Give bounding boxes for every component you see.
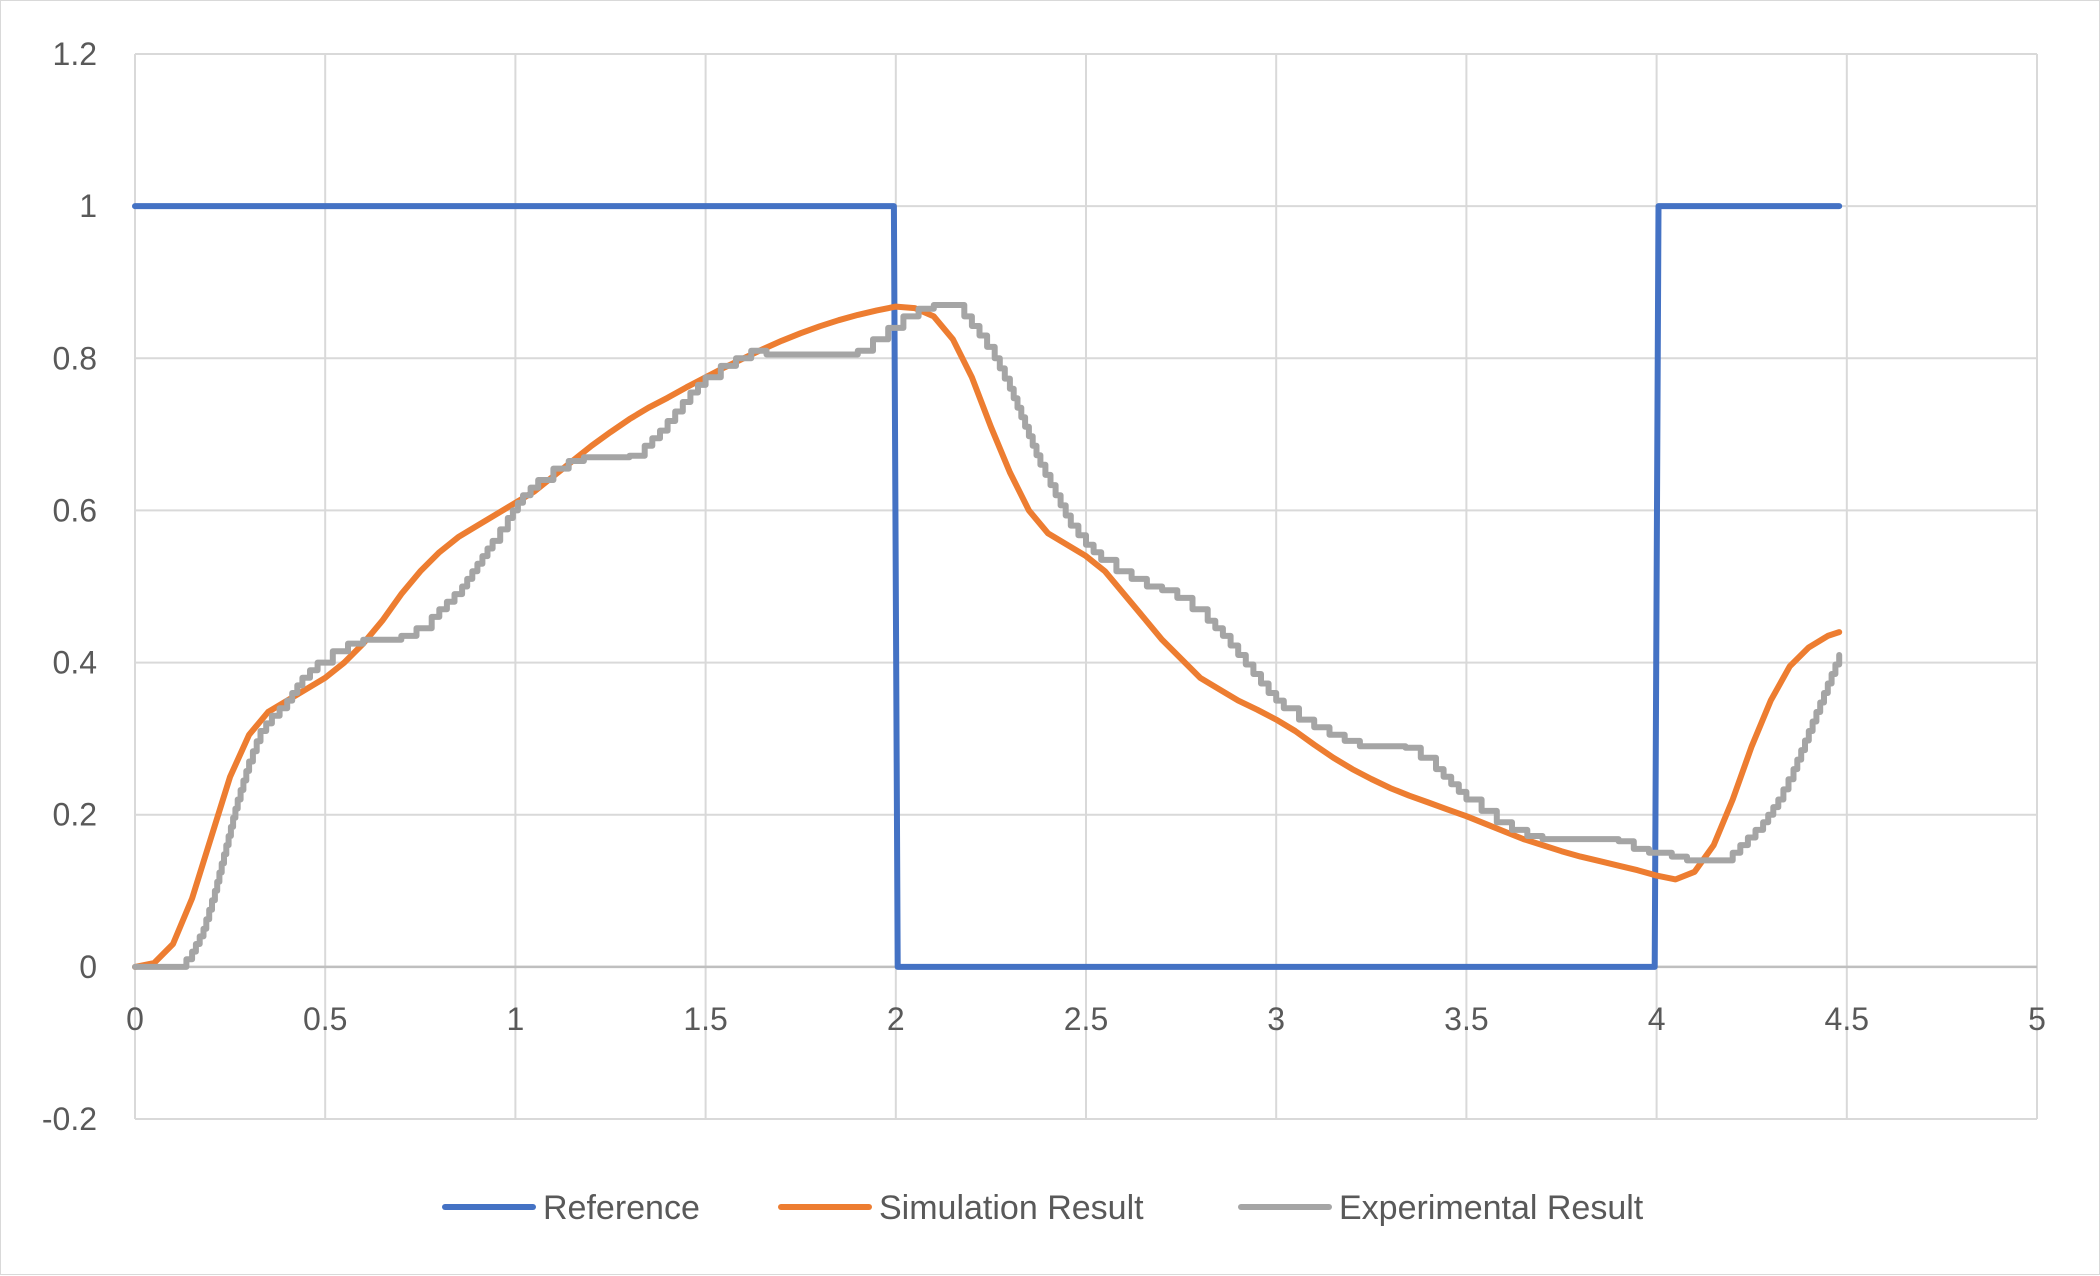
x-tick-label: 1.5	[683, 1001, 727, 1037]
x-tick-label: 0	[126, 1001, 144, 1037]
x-tick-label: 5	[2028, 1001, 2046, 1037]
legend-label-simulation-result: Simulation Result	[879, 1189, 1144, 1227]
x-tick-label: 3.5	[1444, 1001, 1488, 1037]
y-axis-ticks: -0.2 0 0.2 0.4 0.6 0.8 1 1.2	[42, 36, 97, 1137]
x-tick-label: 4.5	[1825, 1001, 1869, 1037]
legend: Reference Simulation Result Experimental R…	[442, 1189, 1644, 1227]
y-tick-label: 0.2	[53, 797, 97, 833]
y-tick-label: 0.8	[53, 340, 97, 376]
x-tick-label: 2	[887, 1001, 905, 1037]
gridlines	[134, 53, 2038, 1120]
x-tick-label: 4	[1648, 1001, 1666, 1037]
x-tick-label: 2.5	[1064, 1001, 1108, 1037]
y-tick-label: 1	[79, 188, 97, 224]
y-tick-label: 0.4	[53, 645, 97, 681]
y-tick-label: 1.2	[53, 36, 97, 72]
series-line-simulation-result	[132, 303, 1843, 970]
series-layer	[132, 203, 1843, 970]
y-tick-label: -0.2	[42, 1101, 97, 1137]
x-tick-label: 3	[1267, 1001, 1285, 1037]
x-axis-ticks: 0 0.5 1 1.5 2 2.5 3 3.5 4 4.5 5	[126, 1001, 2046, 1037]
legend-label-experimental-result: Experimental Result	[1339, 1189, 1644, 1227]
series-line-experimental-result	[132, 302, 1843, 970]
series-line-reference	[132, 203, 1843, 970]
legend-label-reference: Reference	[543, 1189, 700, 1227]
x-tick-label: 1	[507, 1001, 525, 1037]
x-tick-label: 0.5	[303, 1001, 347, 1037]
y-tick-label: 0.6	[53, 492, 97, 528]
y-tick-label: 0	[79, 949, 97, 985]
